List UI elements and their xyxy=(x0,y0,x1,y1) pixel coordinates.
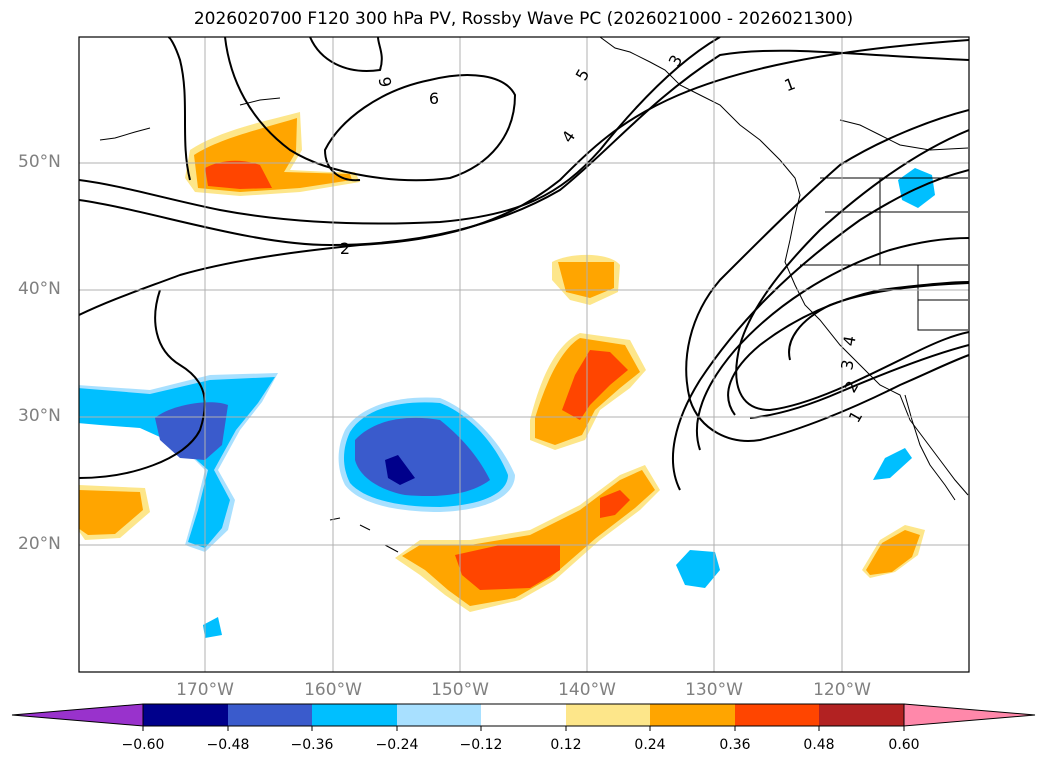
positive-anomaly-blob xyxy=(185,112,360,196)
colorbar-tick-label: 0.36 xyxy=(719,737,751,753)
colorbar-tick-label: 0.12 xyxy=(550,737,582,753)
coastlines xyxy=(99,37,969,553)
colorbar-tick-label: −0.12 xyxy=(459,737,503,753)
positive-anomaly-blob xyxy=(552,254,620,305)
colorbar xyxy=(11,703,1036,731)
longitude-label: 150°W xyxy=(431,680,489,700)
positive-anomaly-blob xyxy=(862,525,925,578)
contour-label: 2 xyxy=(340,239,350,258)
map-plot-area xyxy=(79,37,969,672)
latitude-label: 30°N xyxy=(18,406,61,426)
longitude-label: 120°W xyxy=(813,680,871,700)
contour-label: 4 xyxy=(839,334,859,347)
map-grid xyxy=(79,37,969,672)
longitude-label: 170°W xyxy=(176,680,234,700)
longitude-label: 130°W xyxy=(685,680,743,700)
map-title: 2026020700 F120 300 hPa PV, Rossby Wave … xyxy=(193,9,854,29)
negative-anomaly-blob xyxy=(676,550,720,588)
colorbar-tick-label: 0.24 xyxy=(634,737,666,753)
contour-label: 3 xyxy=(837,358,857,371)
negative-anomaly-blob xyxy=(338,397,515,512)
longitude-label: 160°W xyxy=(304,680,362,700)
colorbar-tick-label: 0.48 xyxy=(803,737,835,753)
positive-anomaly-blob xyxy=(79,485,150,540)
contour-label: 6 xyxy=(429,89,439,108)
colorbar-tick-label: −0.60 xyxy=(121,737,165,753)
longitude-label: 140°W xyxy=(558,680,616,700)
latitude-label: 40°N xyxy=(18,279,61,299)
colorbar-tick-label: −0.36 xyxy=(290,737,334,753)
positive-anomaly-blob xyxy=(395,465,660,612)
pv-contours xyxy=(79,37,969,491)
latitude-label: 20°N xyxy=(18,534,61,554)
contour-label: 6 xyxy=(375,75,395,88)
map-frame xyxy=(78,36,970,673)
latitude-label: 50°N xyxy=(18,152,61,172)
colorbar-tick-label: −0.24 xyxy=(375,737,419,753)
colorbar-tick-label: −0.48 xyxy=(206,737,250,753)
colorbar-tick-label: 0.60 xyxy=(888,737,920,753)
